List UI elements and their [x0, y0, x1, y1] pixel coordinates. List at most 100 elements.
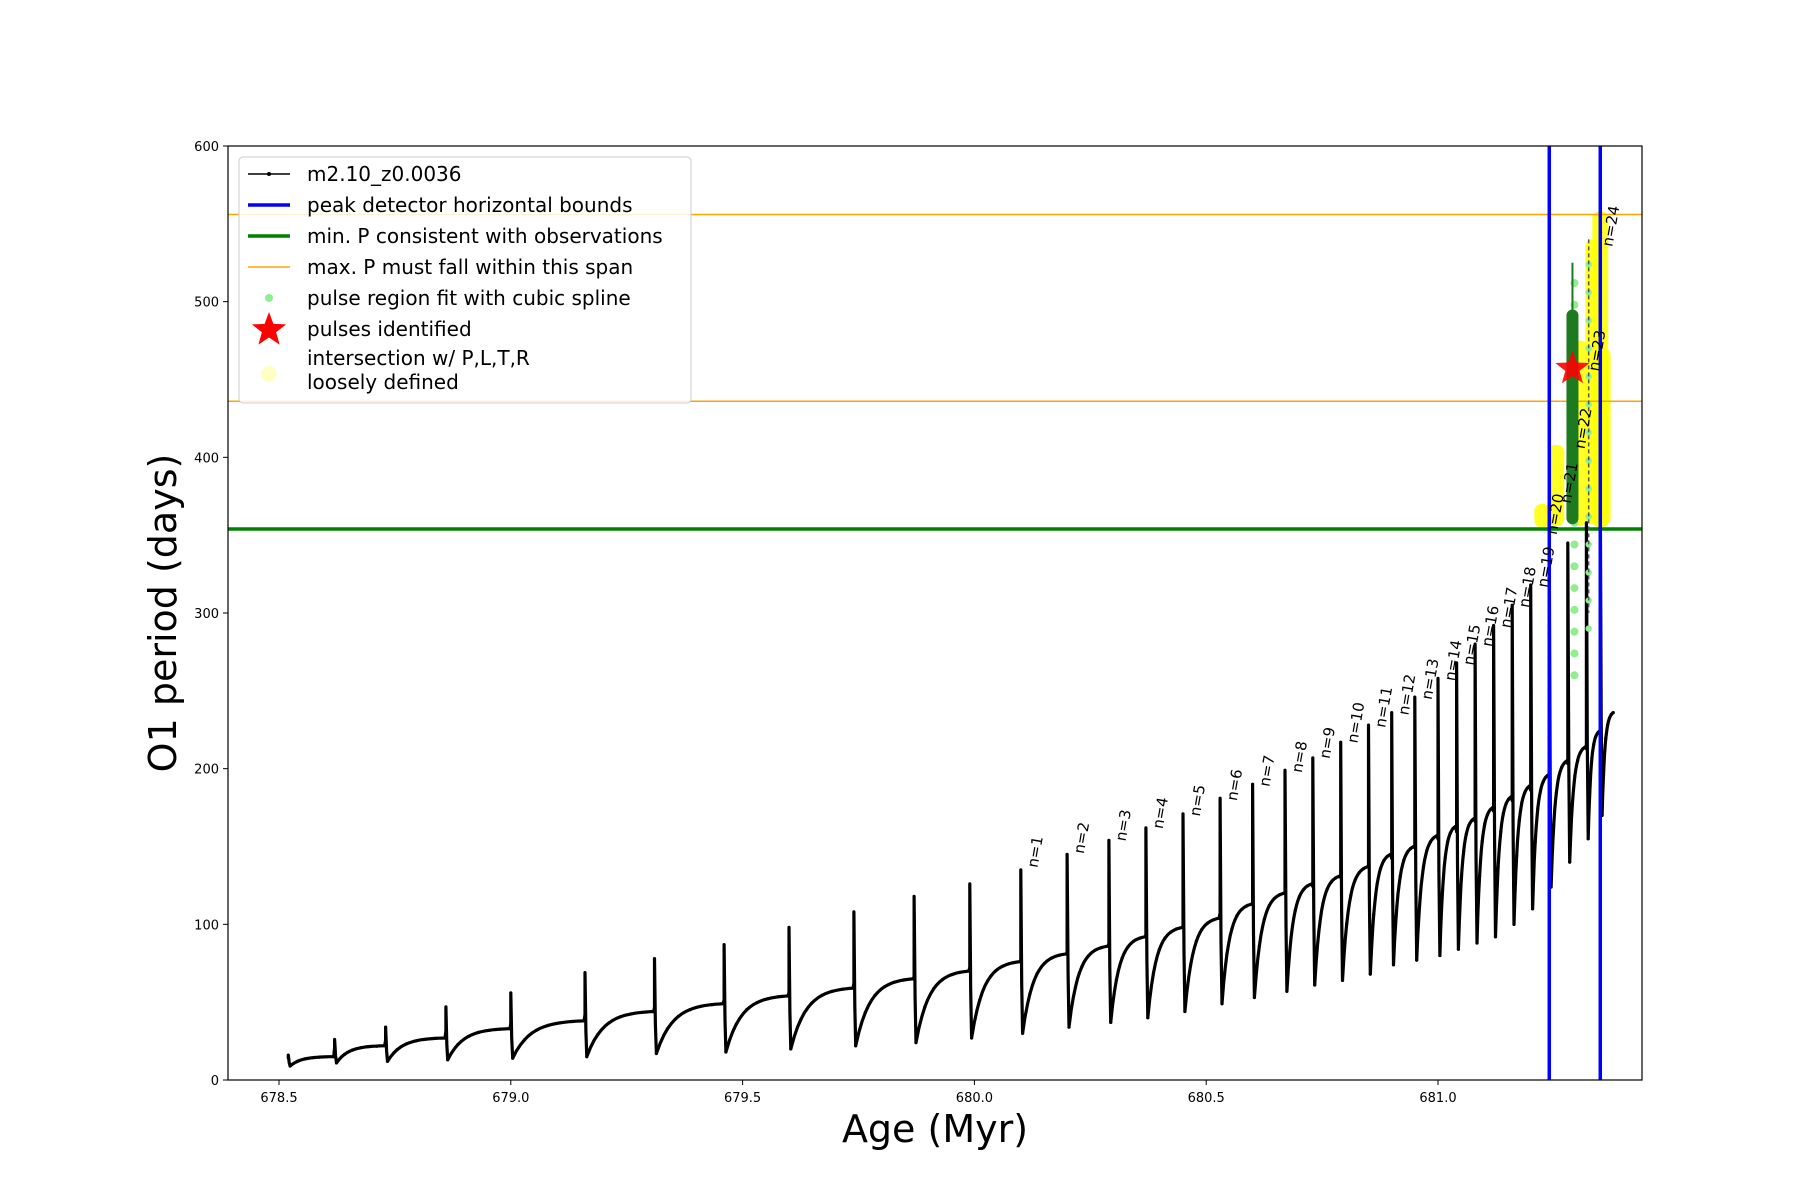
model-point [892, 980, 896, 984]
x-tick-label: 679.5 [724, 1091, 761, 1106]
model-point [1206, 921, 1210, 925]
model-point [1573, 774, 1577, 778]
pulse-label: n=2 [1070, 821, 1093, 855]
model-point [1126, 945, 1130, 949]
model-point [444, 1029, 448, 1033]
model-point [1245, 904, 1249, 908]
x-axis: 678.5 679.0 679.5 680.0 680.5 681.0 [260, 1080, 1457, 1106]
model-point [523, 1038, 527, 1042]
model-point [1483, 822, 1487, 826]
model-point [433, 1036, 437, 1040]
spline-point [1585, 401, 1592, 408]
model-point [351, 1048, 355, 1052]
model-point [310, 1056, 314, 1060]
model-point [755, 1001, 759, 1005]
model-point [1473, 819, 1477, 823]
pulse-label: n=4 [1149, 796, 1172, 830]
model-point [583, 1013, 587, 1017]
model-point [414, 1039, 418, 1043]
model-point [1509, 795, 1513, 799]
spline-point [1585, 429, 1592, 436]
model-point [1586, 837, 1590, 841]
spline-point [1570, 649, 1579, 658]
model-point [721, 1002, 725, 1006]
model-point [1462, 849, 1466, 853]
pulse-label: n=3 [1112, 808, 1135, 842]
pulse-label: n=1 [1024, 835, 1047, 869]
model-point [342, 1052, 347, 1056]
model-point [1073, 985, 1078, 989]
model-point [1478, 874, 1482, 878]
model-point [968, 966, 972, 970]
model-point [986, 979, 990, 983]
model-point [1144, 933, 1148, 937]
model-point [1557, 774, 1561, 778]
model-point [332, 1055, 336, 1059]
spline-point [1570, 562, 1579, 571]
spline-point [1585, 485, 1592, 492]
model-point [1491, 806, 1495, 810]
model-point [456, 1042, 460, 1046]
model-point [443, 1036, 447, 1040]
pulse-label: n=9 [1316, 726, 1339, 760]
pulse-label: n=8 [1288, 740, 1311, 774]
model-point [1028, 992, 1032, 996]
model-point [1604, 736, 1608, 740]
model-point [1057, 953, 1061, 957]
model-point [1469, 819, 1474, 823]
model-point [582, 1019, 586, 1023]
model-point [1325, 887, 1329, 891]
model-point [1252, 995, 1256, 1000]
model-point [511, 1056, 515, 1060]
model-point [958, 970, 962, 974]
model-point [1566, 761, 1570, 766]
model-point [1425, 848, 1429, 853]
model-point [1382, 858, 1386, 863]
model-point [882, 985, 887, 989]
model-point [1405, 851, 1409, 855]
model-point [1169, 930, 1173, 934]
y-axis: 0 100 200 300 400 500 600 [194, 140, 228, 1089]
model-point [923, 1005, 927, 1009]
legend-label-model: m2.10_z0.0036 [307, 162, 462, 186]
model-point [1415, 958, 1419, 962]
model-point [710, 1003, 714, 1007]
model-point [1499, 830, 1503, 834]
x-tick-label: 681.0 [1419, 1091, 1456, 1106]
model-point [1391, 963, 1396, 967]
intersection-highlight [1548, 444, 1565, 526]
model-point [558, 1021, 562, 1025]
model-point [508, 1027, 512, 1031]
model-point [1019, 958, 1023, 962]
model-point [1042, 961, 1046, 966]
model-point [1528, 784, 1532, 788]
model-point [1181, 924, 1185, 928]
pulse-label: n=24 [1599, 204, 1624, 248]
model-point [1510, 798, 1514, 803]
model-point [912, 974, 916, 979]
model-point [1446, 840, 1450, 844]
model-point [1163, 936, 1167, 940]
model-point [618, 1015, 622, 1019]
model-point [1480, 839, 1484, 844]
model-point [1114, 978, 1118, 982]
model-point [1225, 952, 1229, 956]
model-point [1317, 929, 1321, 933]
model-point [596, 1032, 600, 1036]
model-point [477, 1030, 481, 1034]
model-point [1584, 747, 1588, 751]
model-point [1002, 964, 1006, 968]
model-point [1578, 751, 1582, 755]
model-point [1200, 927, 1204, 931]
model-point [970, 1036, 974, 1040]
y-axis-title: O1 period (days) [141, 454, 185, 773]
spline-point [1570, 540, 1579, 549]
model-point [1107, 942, 1111, 946]
model-point [1035, 972, 1039, 976]
model-point [852, 982, 856, 986]
y-tick-label: 200 [194, 763, 219, 778]
model-point [1504, 802, 1508, 806]
model-point [1311, 884, 1315, 888]
model-point [1602, 762, 1606, 767]
